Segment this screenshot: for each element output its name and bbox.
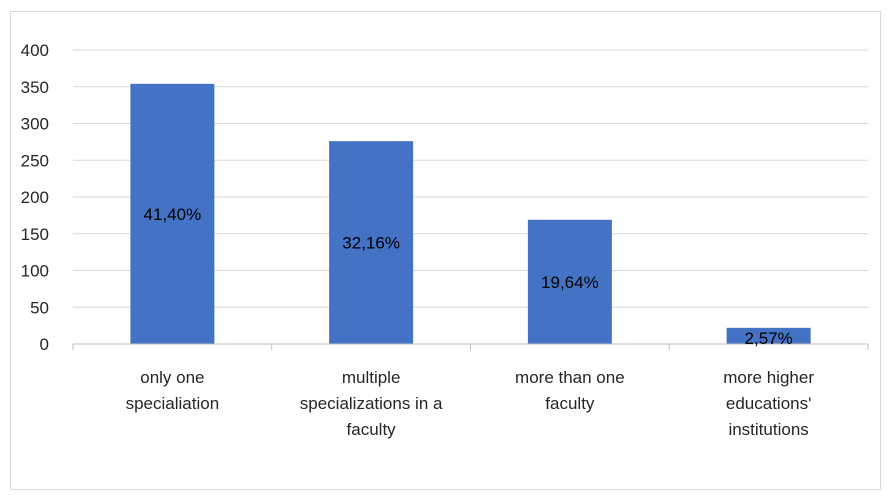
y-tick-label: 150 xyxy=(21,225,49,244)
y-tick-label: 250 xyxy=(21,151,49,170)
data-label: 2,57% xyxy=(745,329,793,348)
bar xyxy=(726,327,811,344)
bars xyxy=(130,83,811,344)
bar xyxy=(329,141,414,344)
y-tick-label: 200 xyxy=(21,188,49,207)
y-tick-label: 100 xyxy=(21,262,49,281)
data-label: 32,16% xyxy=(342,234,400,253)
x-tick-label: more higher xyxy=(723,368,814,387)
x-tick-label: educations' xyxy=(726,394,811,413)
data-label: 41,40% xyxy=(144,205,202,224)
data-label: 19,64% xyxy=(541,273,599,292)
x-tick-label: specializations in a xyxy=(300,394,443,413)
y-tick-label: 400 xyxy=(21,41,49,60)
y-tick-label: 350 xyxy=(21,78,49,97)
axes xyxy=(72,343,869,350)
y-tick-label: 50 xyxy=(30,298,49,317)
bar xyxy=(130,83,215,344)
x-tick-label: institutions xyxy=(728,420,808,439)
x-tick-label: specialiation xyxy=(126,394,220,413)
labels: 0 50 100 150 200 250 300 350 400 41,40% only one sp… xyxy=(21,41,815,439)
x-tick-label: only one xyxy=(140,368,204,387)
x-tick-label: multiple xyxy=(342,368,401,387)
bar xyxy=(527,219,612,344)
x-tick-label: faculty xyxy=(347,420,397,439)
x-tick-label: faculty xyxy=(545,394,595,413)
y-tick-label: 300 xyxy=(21,115,49,134)
x-tick-label: more than one xyxy=(515,368,625,387)
y-tick-label: 0 xyxy=(40,335,49,354)
